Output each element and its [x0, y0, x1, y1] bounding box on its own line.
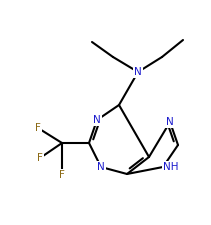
Text: N: N	[134, 67, 142, 77]
Text: N: N	[97, 162, 105, 172]
Text: F: F	[59, 170, 65, 180]
Text: NH: NH	[163, 162, 179, 172]
Text: N: N	[166, 117, 174, 127]
Text: F: F	[35, 123, 41, 133]
Text: F: F	[37, 153, 43, 163]
Text: N: N	[93, 115, 101, 125]
